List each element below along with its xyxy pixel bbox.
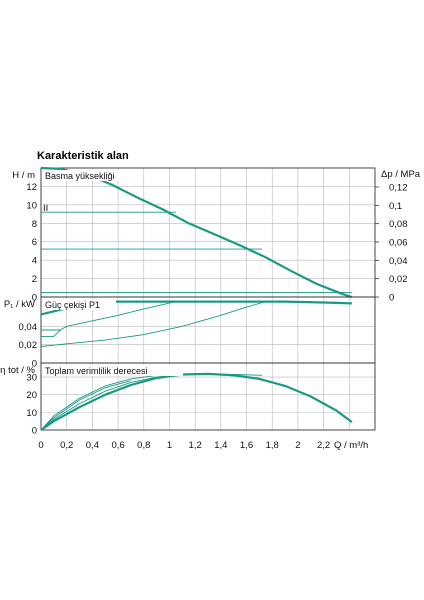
y-tick-label: 8 [32, 219, 37, 230]
y-tick-label: 30 [26, 373, 37, 384]
y-tick-label-right: 0,1 [389, 201, 402, 212]
y-tick-label-right: 0 [389, 293, 394, 304]
y-tick-label: 0 [32, 293, 37, 304]
y-tick-label: 0 [32, 359, 37, 370]
x-tick-label: 0,8 [137, 440, 150, 451]
series-line-3 [40, 301, 266, 347]
x-tick-label: 2 [295, 440, 300, 451]
series-line-3 [40, 373, 263, 431]
panel-frame [40, 362, 376, 431]
panel-title-bg [44, 365, 183, 376]
y-tick-label: 4 [32, 256, 37, 267]
x-tick-label: 1 [167, 440, 172, 451]
y-tick-label-right: 0,06 [389, 238, 408, 249]
panel-title-bg [44, 299, 116, 310]
panel-title: Toplam verimlilik derecesi [45, 366, 148, 376]
x-tick-label: 0,4 [86, 440, 99, 451]
x-tick-label: 1,6 [240, 440, 253, 451]
y-tick-label: 0,02 [19, 340, 38, 351]
y-tick-label: 2 [32, 274, 37, 285]
y-tick-label: 0,04 [19, 322, 38, 333]
y-tick-label: 12 [26, 182, 37, 193]
y-tick-label-right: 0,04 [389, 256, 408, 267]
y-tick-label: 0 [32, 426, 37, 437]
y-axis-label: P₁ / kW [4, 299, 35, 310]
series-line-1 [40, 166, 353, 299]
x-tick-label: 2,2 [317, 440, 330, 451]
y-axis-label-right: Δp / MPa [381, 169, 421, 180]
y-tick-label-right: 0,12 [389, 183, 408, 194]
x-tick-label: 0,2 [60, 440, 73, 451]
panel-title: Basma yüksekliği [45, 171, 115, 181]
series-line-4 [41, 329, 61, 337]
y-axis-label: η tot / % [0, 365, 35, 376]
series-line-4 [40, 380, 132, 431]
curve-marker-label: II [43, 203, 48, 214]
x-tick-label: 0 [38, 440, 43, 451]
x-tick-label: 1,8 [266, 440, 279, 451]
y-tick-label-right: 0,08 [389, 219, 408, 230]
y-tick-label: 10 [26, 200, 37, 211]
panel-1 [40, 166, 379, 299]
panel-3 [40, 362, 376, 431]
series-line-2 [40, 374, 176, 431]
chart-title: Karakteristik alan [37, 150, 129, 162]
x-tick-label: 0,6 [111, 440, 124, 451]
y-tick-label-right: 0,02 [389, 274, 408, 285]
x-axis-label: Q / m³/h [334, 440, 368, 451]
y-axis-label: H / m [12, 170, 35, 181]
y-tick-label: 20 [26, 390, 37, 401]
y-tick-label: 10 [26, 408, 37, 419]
x-tick-label: 1,2 [189, 440, 202, 451]
series-line-1 [40, 372, 353, 431]
panel-title: Güç çekişi P1 [45, 300, 100, 310]
panel-title-bg [44, 170, 131, 181]
y-tick-label: 6 [32, 237, 37, 248]
x-tick-label: 1,4 [214, 440, 227, 451]
